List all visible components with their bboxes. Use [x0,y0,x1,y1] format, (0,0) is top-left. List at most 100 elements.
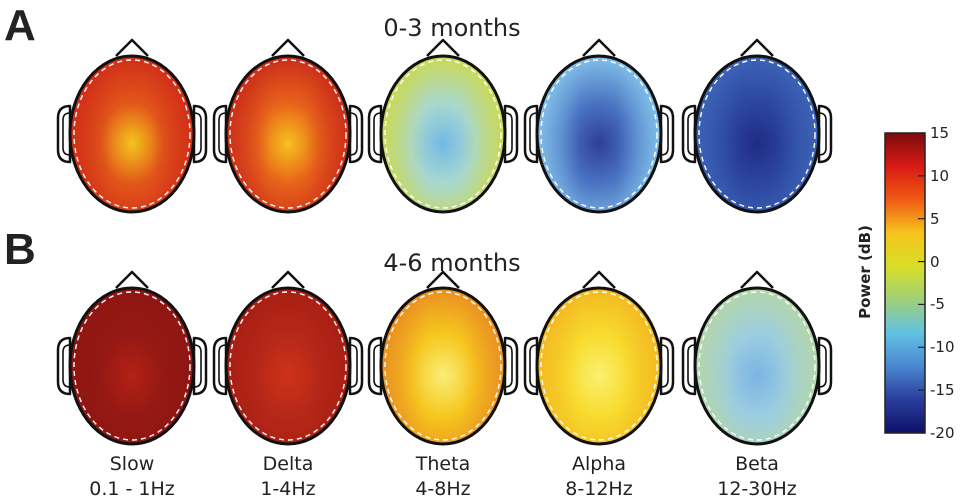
right-ear-icon [503,336,519,396]
right-ear-inner [660,344,669,388]
left-ear-inner [687,344,696,388]
colorbar-tick-label: 0 [930,252,940,271]
nose-icon [271,38,305,57]
right-ear-icon [348,104,364,164]
right-ear-inner [818,344,827,388]
right-ear-inner [349,112,358,156]
right-ear-icon [817,336,833,396]
right-ear-icon [659,104,675,164]
band-range: 8-12Hz [565,478,633,500]
left-ear-inner [373,344,382,388]
band-range: 1-4Hz [260,478,316,500]
panel-letter-b: B [4,225,36,274]
nose-icon [426,270,460,289]
left-ear-icon [212,336,228,396]
left-ear-icon [523,336,539,396]
topoplot-b-delta [212,270,364,446]
nose-icon [426,38,460,57]
row-title-4-6-months: 4-6 months [383,249,521,277]
head-outline [535,54,663,214]
left-ear-inner [373,112,382,156]
colorbar-tick-label: -5 [930,295,945,314]
colorbar-tick-marks [918,132,925,434]
right-ear-inner [504,112,513,156]
band-name: Beta [735,453,779,475]
head-outline [224,286,352,446]
head-outline [535,286,663,446]
left-ear-icon [56,336,72,396]
colorbar-tick-label: 5 [930,209,940,228]
band-label-theta: Theta 4-8Hz [373,452,513,502]
band-label-beta: Beta 12-30Hz [687,452,827,502]
band-name: Theta [415,453,471,475]
left-ear-inner [62,112,71,156]
colorbar-label: Power (dB) [856,225,874,319]
colorbar [884,132,926,434]
topoplot-b-theta [367,270,519,446]
topoplot-a-delta [212,38,364,214]
band-name: Alpha [571,453,627,475]
right-ear-icon [348,336,364,396]
right-ear-icon [817,104,833,164]
band-range: 12-30Hz [717,478,797,500]
left-ear-inner [218,112,227,156]
left-ear-inner [529,112,538,156]
nose-icon [271,270,305,289]
head-outline [693,54,821,214]
colorbar-tick-label: -15 [930,381,955,400]
right-ear-inner [504,344,513,388]
colorbar-tick-label: -20 [930,424,955,442]
left-ear-inner [62,344,71,388]
head-outline [68,54,196,214]
topoplot-b-slow [56,270,208,446]
nose-icon [740,270,774,289]
right-ear-inner [193,112,202,156]
right-ear-inner [818,112,827,156]
colorbar-tick-label: -10 [930,338,955,357]
nose-icon [740,38,774,57]
colorbar-tick-label: 10 [930,166,950,185]
head-outline [224,54,352,214]
left-ear-icon [367,104,383,164]
row-title-0-3-months: 0-3 months [383,14,521,42]
right-ear-icon [192,104,208,164]
colorbar-fill [884,132,926,434]
head-outline [379,286,507,446]
head-outline [379,54,507,214]
left-ear-icon [523,104,539,164]
nose-icon [582,270,616,289]
left-ear-icon [681,336,697,396]
left-ear-icon [367,336,383,396]
left-ear-inner [687,112,696,156]
topoplot-a-beta [681,38,833,214]
topoplot-a-theta [367,38,519,214]
topoplot-a-alpha [523,38,675,214]
band-range: 4-8Hz [415,478,471,500]
left-ear-icon [56,104,72,164]
right-ear-inner [193,344,202,388]
band-label-slow: Slow 0.1 - 1Hz [62,452,202,502]
right-ear-icon [503,104,519,164]
topoplot-a-slow [56,38,208,214]
right-ear-icon [192,336,208,396]
right-ear-icon [659,336,675,396]
right-ear-inner [349,344,358,388]
nose-icon [115,270,149,289]
colorbar-tick-label: 15 [930,124,950,142]
left-ear-inner [218,344,227,388]
topoplot-b-beta [681,270,833,446]
panel-letter-a: A [4,1,36,50]
band-label-delta: Delta 1-4Hz [218,452,358,502]
left-ear-icon [212,104,228,164]
left-ear-inner [529,344,538,388]
nose-icon [582,38,616,57]
left-ear-icon [681,104,697,164]
band-range: 0.1 - 1Hz [89,478,175,500]
head-outline [68,286,196,446]
topoplot-b-alpha [523,270,675,446]
nose-icon [115,38,149,57]
head-outline [693,286,821,446]
band-name: Slow [109,453,155,475]
right-ear-inner [660,112,669,156]
band-label-alpha: Alpha 8-12Hz [529,452,669,502]
